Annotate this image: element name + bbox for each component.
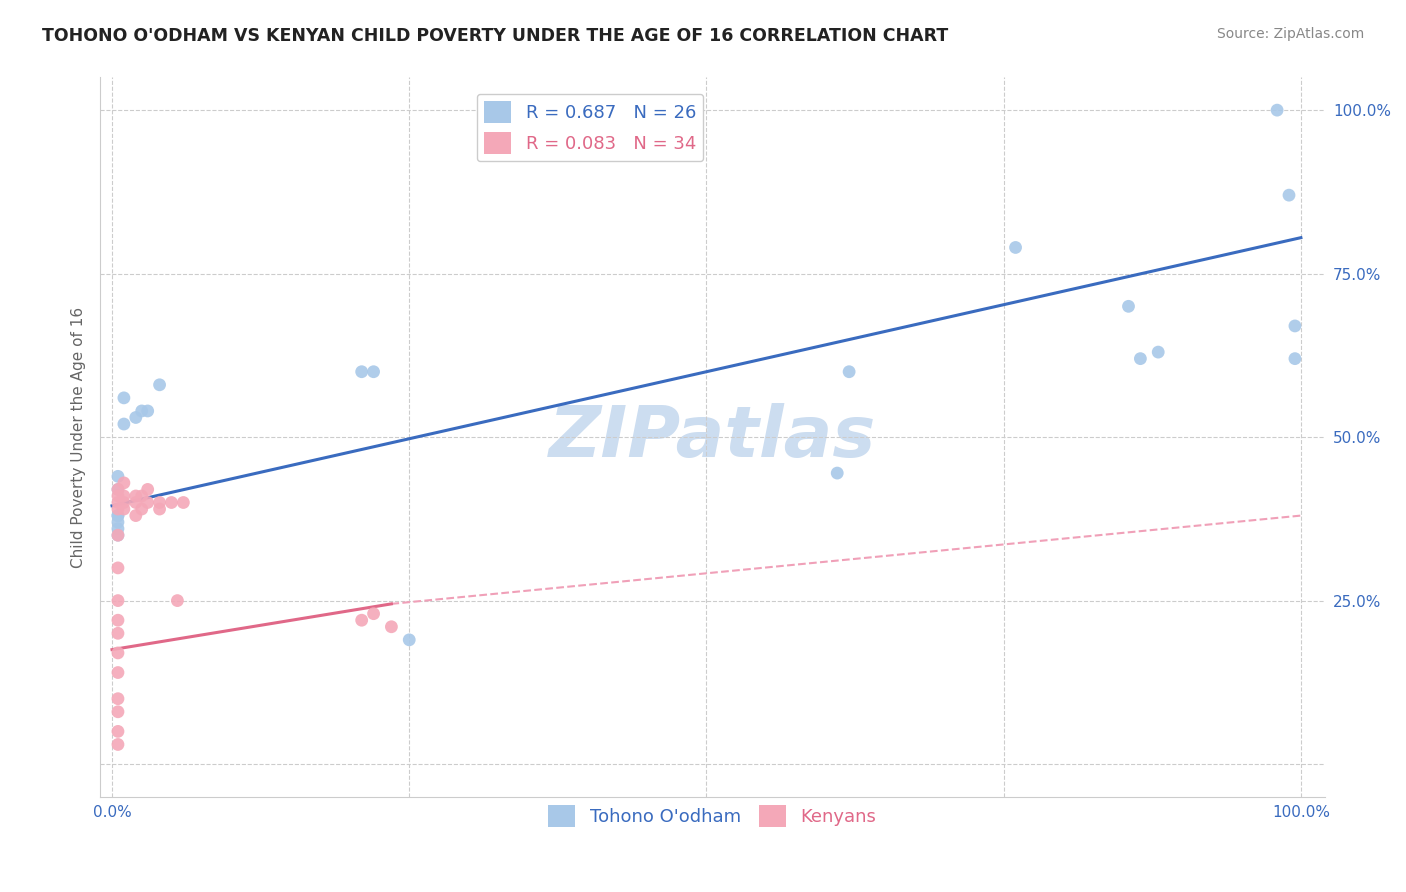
Point [131, 404, 153, 418]
Point [107, 724, 129, 739]
Point [1004, 240, 1026, 254]
Point [107, 561, 129, 575]
Point [107, 593, 129, 607]
Point [350, 613, 373, 627]
Point [363, 365, 385, 379]
Point [107, 705, 129, 719]
Point [131, 489, 153, 503]
Point [136, 495, 159, 509]
Point [107, 665, 129, 680]
Point [166, 593, 188, 607]
Point [107, 613, 129, 627]
Point [107, 515, 129, 529]
Legend: Tohono O'odham, Kenyans: Tohono O'odham, Kenyans [541, 798, 884, 835]
Point [136, 483, 159, 497]
Point [112, 495, 135, 509]
Point [125, 489, 148, 503]
Point [112, 502, 135, 516]
Point [1284, 351, 1306, 366]
Point [107, 489, 129, 503]
Point [125, 495, 148, 509]
Point [107, 691, 129, 706]
Point [107, 626, 129, 640]
Point [363, 607, 385, 621]
Point [107, 483, 129, 497]
Text: ZIPatlas: ZIPatlas [548, 402, 876, 472]
Y-axis label: Child Poverty Under the Age of 16: Child Poverty Under the Age of 16 [72, 307, 86, 567]
Point [125, 508, 148, 523]
Point [125, 410, 148, 425]
Point [148, 495, 170, 509]
Point [1147, 345, 1170, 359]
Point [148, 377, 170, 392]
Point [112, 489, 135, 503]
Point [131, 502, 153, 516]
Point [107, 502, 129, 516]
Point [107, 495, 129, 509]
Point [107, 738, 129, 752]
Point [148, 502, 170, 516]
Point [107, 528, 129, 542]
Point [107, 508, 129, 523]
Point [136, 404, 159, 418]
Point [160, 495, 183, 509]
Point [172, 495, 194, 509]
Point [838, 365, 860, 379]
Point [107, 469, 129, 483]
Point [350, 365, 373, 379]
Point [1278, 188, 1301, 202]
Point [1129, 351, 1152, 366]
Point [1284, 318, 1306, 333]
Text: Source: ZipAtlas.com: Source: ZipAtlas.com [1216, 27, 1364, 41]
Point [107, 646, 129, 660]
Point [107, 528, 129, 542]
Text: TOHONO O'ODHAM VS KENYAN CHILD POVERTY UNDER THE AGE OF 16 CORRELATION CHART: TOHONO O'ODHAM VS KENYAN CHILD POVERTY U… [42, 27, 949, 45]
Point [112, 391, 135, 405]
Point [112, 417, 135, 431]
Point [107, 522, 129, 536]
Point [1118, 299, 1140, 313]
Point [398, 632, 420, 647]
Point [825, 466, 848, 480]
Point [107, 508, 129, 523]
Point [380, 620, 402, 634]
Point [107, 483, 129, 497]
Point [112, 475, 135, 490]
Point [1265, 103, 1288, 117]
